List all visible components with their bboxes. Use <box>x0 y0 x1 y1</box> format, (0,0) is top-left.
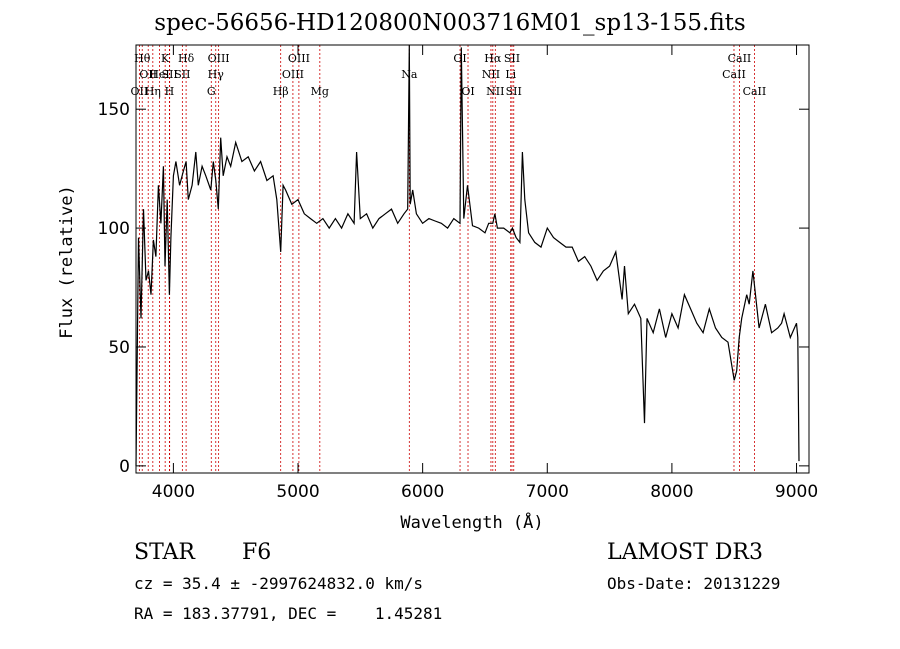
object-subclass: F6 <box>242 540 272 565</box>
x-tick-label: 8000 <box>650 482 693 502</box>
spectral-line-label: K <box>161 52 170 65</box>
spectral-line-label: Mg <box>311 85 329 98</box>
spectrum-series-line <box>135 44 800 466</box>
axis-ticks: 4000 5000 6000 7000 8000 9000 0 50 100 150 <box>98 45 818 502</box>
spectral-line-label: Hγ <box>208 68 225 81</box>
x-tick-label: 7000 <box>526 482 569 502</box>
spectral-line-label: Hη <box>145 85 161 98</box>
spectral-line-label: OIII <box>282 68 304 81</box>
redshift-text: cz = 35.4 ± -2997624832.0 km/s <box>134 574 423 593</box>
spectral-line-label: CaII <box>728 52 752 65</box>
spectral-line-label: OI <box>461 85 474 98</box>
spectral-line-label: Hθ <box>134 52 151 65</box>
spectral-line-label: Hα <box>484 52 502 65</box>
x-tick-label: 4000 <box>152 482 195 502</box>
spectral-line-label: Hβ <box>273 85 289 98</box>
y-tick-label: 50 <box>108 338 130 358</box>
spectral-line-label: G <box>207 85 216 98</box>
spectral-line-label: OII <box>131 85 149 98</box>
y-tick-label: 100 <box>98 219 130 239</box>
spectral-line-label: OII <box>139 68 157 81</box>
spectral-line-label: SII <box>506 85 522 98</box>
line-marker-layer <box>138 45 755 473</box>
spectral-line-label: OI <box>453 52 466 65</box>
spectral-line-label: HeI <box>149 68 169 81</box>
x-tick-label: 5000 <box>276 482 319 502</box>
object-class: STAR <box>134 540 195 565</box>
spectral-line-label: CaII <box>743 85 767 98</box>
spectral-line-label: CaII <box>722 68 746 81</box>
x-tick-label: 9000 <box>775 482 818 502</box>
y-tick-label: 0 <box>119 457 130 477</box>
spectral-line-label: OIII <box>208 52 230 65</box>
coordinates-text: RA = 183.37791, DEC = 1.45281 <box>134 604 443 623</box>
spectral-line-label: NII <box>482 68 500 81</box>
spectral-line-label: SII <box>174 68 190 81</box>
spectral-line-label: Li <box>505 68 516 81</box>
x-axis-label: Wavelength (Å) <box>400 511 543 533</box>
spectral-line-label: SII <box>162 68 178 81</box>
spectral-line-label: Hδ <box>178 52 195 65</box>
spectral-line-label: SII <box>504 52 520 65</box>
spectral-line-label: OIII <box>288 52 310 65</box>
chart-title: spec-56656-HD120800N003716M01_sp13-155.f… <box>154 10 746 36</box>
survey-name: LAMOST DR3 <box>607 540 763 565</box>
plot-frame <box>135 44 810 474</box>
obs-date-text: Obs-Date: 20131229 <box>607 574 781 593</box>
spectral-line-label: H <box>165 85 175 98</box>
y-tick-label: 150 <box>98 100 130 120</box>
spectral-line-label: NII <box>486 85 504 98</box>
y-axis-label: Flux (relative) <box>57 185 77 339</box>
x-tick-label: 6000 <box>401 482 444 502</box>
